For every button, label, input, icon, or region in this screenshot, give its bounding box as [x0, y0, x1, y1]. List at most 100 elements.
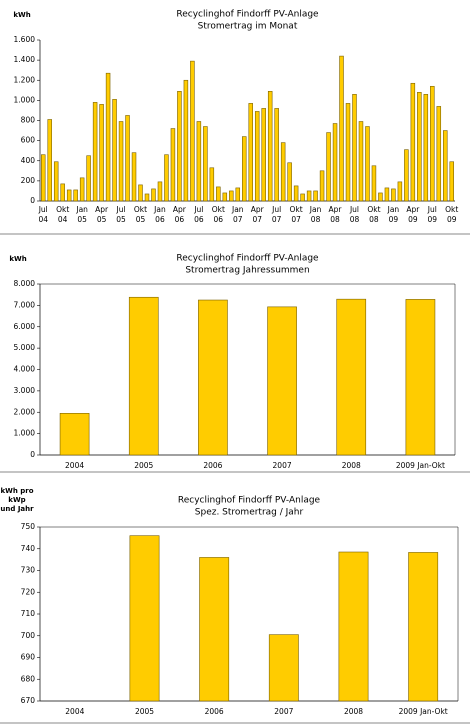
- y-tick-label: 710: [21, 609, 36, 618]
- bar: [79, 177, 85, 202]
- bar: [267, 91, 273, 202]
- x-tick-label: 2006: [203, 461, 222, 470]
- x-tick-label: Okt 04: [56, 205, 70, 224]
- y-tick-label: 5.000: [14, 343, 36, 352]
- bar: [199, 557, 230, 702]
- bar: [449, 161, 455, 202]
- x-tick-label: Jan 05: [76, 205, 88, 224]
- bar: [405, 299, 436, 456]
- bar: [196, 121, 202, 202]
- bar: [131, 152, 137, 202]
- bar: [151, 188, 156, 202]
- x-tick-label: 2005: [134, 461, 153, 470]
- bar: [40, 154, 46, 202]
- bar: [125, 115, 130, 202]
- x-tick-label: Apr 09: [406, 205, 420, 224]
- x-tick-label: 2006: [205, 707, 224, 716]
- bar: [53, 161, 59, 202]
- y-tick-label: 1.400: [14, 55, 36, 64]
- bar: [60, 183, 65, 202]
- bar: [410, 82, 416, 202]
- y-tick-label: 6.000: [14, 322, 36, 331]
- bar: [384, 187, 390, 202]
- bar: [157, 181, 163, 202]
- chart-title: Recyclinghof Findorff PV-Anlage: [178, 496, 321, 506]
- bar: [339, 55, 344, 202]
- bar: [267, 306, 297, 456]
- x-tick-label: Jan 08: [309, 205, 322, 224]
- x-tick-label: 2005: [135, 707, 154, 716]
- bar: [59, 413, 90, 456]
- y-tick-label: 7.000: [14, 300, 36, 309]
- bar: [423, 94, 429, 202]
- bar: [408, 552, 439, 702]
- chart-title: Recyclinghof Findorff PV-Anlage: [176, 10, 319, 20]
- chart-title: Recyclinghof Findorff PV-Anlage: [176, 254, 319, 264]
- x-tick-label: Jan 07: [231, 205, 244, 224]
- y-tick-label: 1.000: [14, 429, 36, 438]
- x-tick-label: Apr 05: [95, 205, 109, 224]
- bar: [128, 296, 159, 456]
- x-tick-label: Apr 07: [250, 205, 264, 224]
- bar: [164, 154, 169, 202]
- x-tick-label: Jan 06: [154, 205, 166, 224]
- y-tick-label: 700: [21, 631, 36, 640]
- x-tick-label: Jan 09: [387, 205, 400, 224]
- bar: [336, 298, 367, 456]
- x-tick-label: 2009 Jan-Okt: [399, 707, 448, 716]
- x-tick-label: Apr 08: [328, 205, 342, 224]
- bar: [397, 181, 403, 202]
- y-tick-label: 1.000: [14, 95, 36, 104]
- y-tick-label: 680: [21, 674, 36, 683]
- bar: [313, 190, 318, 202]
- x-tick-label: Jul 06: [194, 205, 204, 224]
- chart-subtitle: Spez. Stromertrag / Jahr: [195, 508, 304, 518]
- x-tick-label: Jul 07: [271, 205, 282, 224]
- bar: [183, 79, 189, 202]
- bar: [404, 149, 409, 202]
- y-axis-label: kWh pro kWp und Jahr: [0, 487, 34, 513]
- bar: [138, 184, 143, 202]
- x-tick-label: Apr 06: [172, 205, 186, 224]
- y-tick-label: 2.000: [14, 407, 36, 416]
- bar: [306, 190, 312, 202]
- bar: [274, 108, 279, 202]
- bar: [254, 111, 260, 202]
- bar: [242, 136, 247, 202]
- bar: [338, 551, 369, 702]
- bar: [73, 189, 78, 202]
- y-tick-label: 1.600: [14, 35, 36, 44]
- bar: [287, 162, 292, 202]
- y-tick-label: 3.000: [14, 386, 36, 395]
- y-tick-label: 600: [21, 136, 36, 145]
- bar: [112, 99, 117, 202]
- x-tick-label: 2007: [274, 707, 293, 716]
- bar: [261, 108, 266, 202]
- x-tick-label: 2009 Jan-Okt: [396, 461, 445, 470]
- x-tick-label: Jul 04: [38, 205, 48, 224]
- y-tick-label: 670: [21, 696, 36, 705]
- y-axis-label: kWh: [9, 255, 26, 263]
- bar: [105, 72, 111, 202]
- bar: [293, 185, 299, 202]
- bar: [92, 102, 98, 202]
- bar: [99, 104, 104, 202]
- bar: [430, 85, 435, 202]
- bar: [443, 130, 448, 202]
- y-tick-label: 1.200: [14, 75, 36, 84]
- bar: [198, 299, 228, 456]
- x-tick-label: 2008: [344, 707, 363, 716]
- bar: [326, 132, 331, 202]
- chart-subtitle: Stromertrag Jahressummen: [185, 266, 309, 276]
- bar: [118, 121, 124, 202]
- bar: [358, 121, 364, 202]
- y-axis-label: kWh: [13, 11, 30, 19]
- bar: [332, 123, 338, 202]
- y-tick-label: 720: [21, 587, 36, 596]
- bar: [352, 94, 357, 202]
- bar: [129, 535, 160, 702]
- bar: [300, 193, 305, 202]
- y-tick-label: 750: [21, 522, 36, 531]
- bar: [222, 192, 228, 202]
